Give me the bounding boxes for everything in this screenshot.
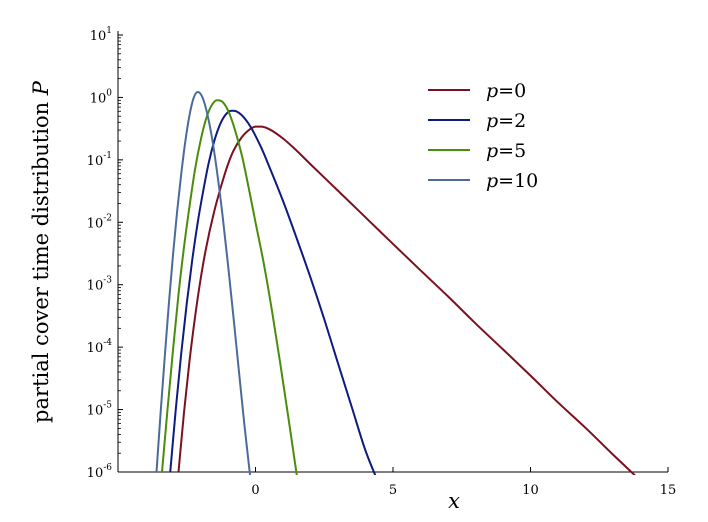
series-line-p=10 (155, 91, 252, 475)
y-tick-label: 101 (90, 26, 112, 44)
series-group (155, 91, 636, 475)
y-tick-label: 10-4 (87, 338, 113, 356)
x-tick-label: 5 (389, 483, 397, 498)
y-tick-label: 10-2 (87, 213, 112, 231)
legend-label-var: p (486, 170, 498, 192)
y-tick-base: 10 (87, 404, 104, 419)
y-tick-base: 10 (87, 279, 104, 294)
axis-titles: x partial cover time distribution P (29, 80, 460, 513)
y-tick-base: 10 (90, 91, 107, 106)
x-tick-label: 10 (522, 483, 539, 498)
series-line-p=2 (169, 109, 377, 475)
y-tick-exponent: -4 (103, 338, 112, 348)
legend-label-value: =5 (498, 140, 526, 162)
y-tick-label: 10-3 (87, 276, 113, 294)
y-tick-label: 100 (90, 88, 113, 106)
y-tick-base: 10 (87, 466, 104, 481)
legend-label-value: =10 (498, 170, 538, 192)
legend-label-var: p (486, 140, 498, 162)
legend-label: p=5 (486, 140, 526, 162)
x-axis-title: x (448, 489, 460, 513)
y-axis-title-var: P (29, 80, 53, 96)
y-tick-base: 10 (90, 29, 107, 44)
legend: p=0p=2p=5p=10 (428, 80, 538, 192)
x-tick-label: 15 (660, 483, 677, 498)
legend-label: p=0 (486, 80, 526, 102)
y-tick-exponent: 0 (106, 88, 112, 98)
y-tick-label: 10-1 (87, 151, 112, 169)
series-line-p=5 (161, 99, 298, 475)
y-tick-exponent: -2 (103, 213, 112, 223)
series-line-p=0 (177, 125, 636, 475)
y-axis-title: partial cover time distribution P (29, 80, 53, 423)
legend-label-value: =0 (498, 80, 526, 102)
y-tick-exponent: -5 (103, 401, 112, 411)
legend-label-value: =2 (498, 110, 526, 132)
legend-label-var: p (486, 110, 498, 132)
y-tick-label: 10-5 (87, 401, 113, 419)
legend-label: p=2 (486, 110, 526, 132)
legend-label-var: p (486, 80, 498, 102)
y-tick-label: 10-6 (87, 463, 113, 481)
y-tick-exponent: -1 (103, 151, 112, 161)
y-tick-exponent: -6 (103, 463, 112, 473)
x-tick-label: 0 (251, 483, 259, 498)
y-tick-base: 10 (87, 341, 104, 356)
legend-label: p=10 (486, 170, 538, 192)
y-axis-title-text: partial cover time distribution (29, 95, 53, 423)
y-tick-base: 10 (87, 216, 104, 231)
y-tick-exponent: -3 (103, 276, 112, 286)
y-tick-base: 10 (87, 154, 104, 169)
y-tick-exponent: 1 (106, 26, 112, 36)
